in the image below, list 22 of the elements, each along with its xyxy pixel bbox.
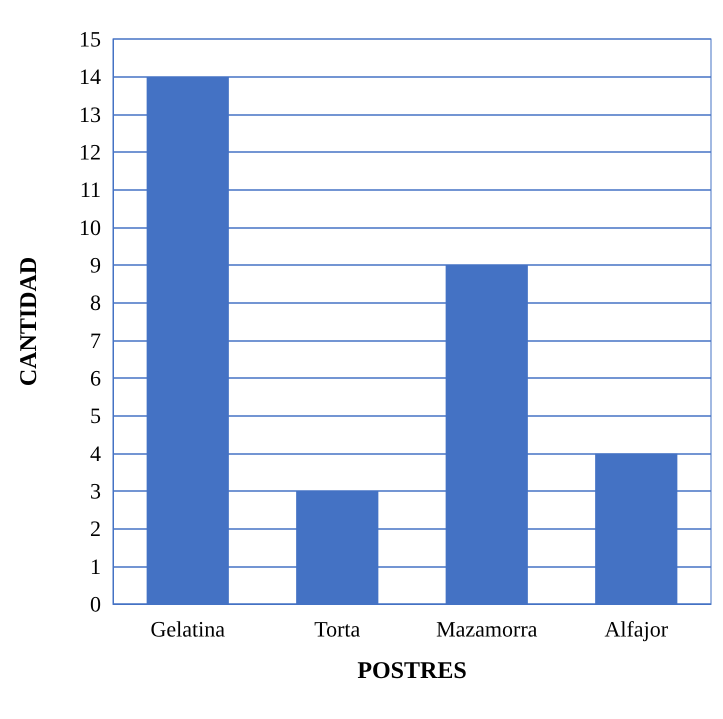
x-tick-label: Torta <box>314 616 361 642</box>
y-tick-label: 15 <box>79 26 101 52</box>
y-tick-label: 12 <box>79 140 101 164</box>
y-tick-label: 9 <box>90 252 101 278</box>
y-tick-label: 1 <box>90 554 101 579</box>
y-tick-label: 0 <box>90 592 101 616</box>
x-tick-label: Gelatina <box>150 616 226 642</box>
x-tick-label: Alfajor <box>604 616 669 642</box>
y-axis-title: CANTIDAD <box>16 256 42 386</box>
y-tick-label: 6 <box>90 366 101 390</box>
y-tick-label: 5 <box>90 403 101 428</box>
y-tick-label: 7 <box>90 328 101 353</box>
y-tick-label: 8 <box>90 290 101 316</box>
y-tick-label: 3 <box>90 478 101 504</box>
x-tick-label: Mazamorra <box>436 616 538 642</box>
y-tick-label: 2 <box>90 516 101 542</box>
y-tick-label: 14 <box>79 64 101 90</box>
y-tick-label: 4 <box>90 440 101 466</box>
y-tick-label: 10 <box>79 214 101 240</box>
y-tick-label: 13 <box>79 102 101 127</box>
x-axis-title: POSTRES <box>357 658 467 684</box>
y-tick-label: 11 <box>80 177 101 202</box>
